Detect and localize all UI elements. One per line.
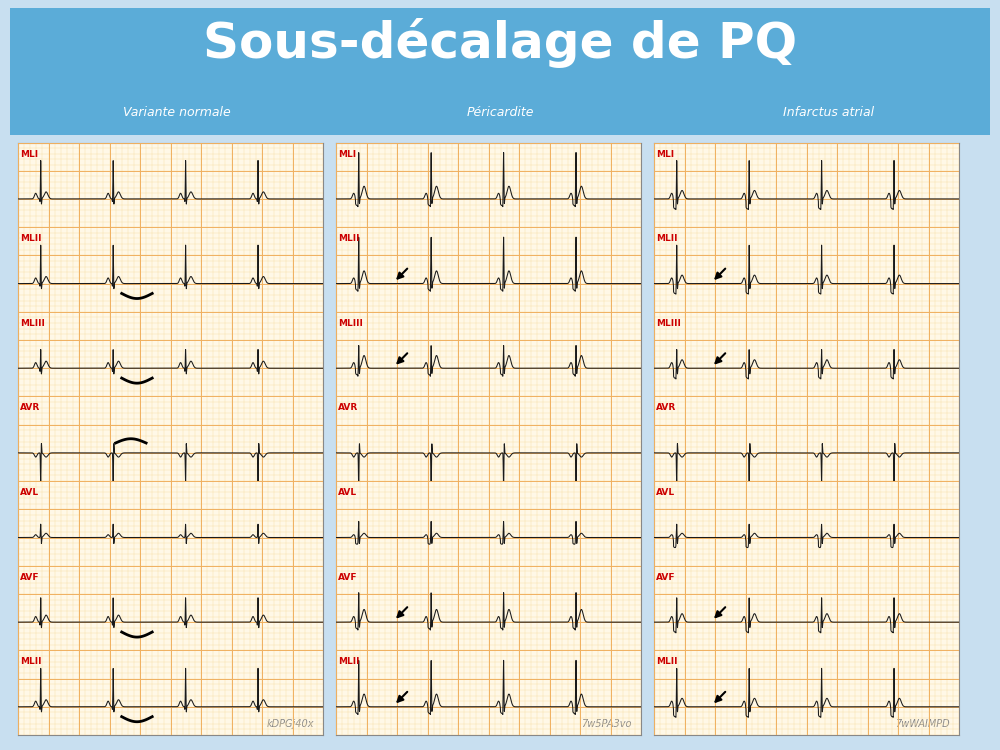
Text: MLIII: MLIII xyxy=(656,319,681,328)
Text: AVL: AVL xyxy=(656,488,676,497)
Text: MLII: MLII xyxy=(20,234,42,243)
Text: MLIII: MLIII xyxy=(20,319,45,328)
FancyBboxPatch shape xyxy=(0,5,1000,137)
Text: Péricardite: Péricardite xyxy=(466,106,534,118)
Text: kDPGj40x: kDPGj40x xyxy=(266,719,314,729)
Text: 7w5PA3vo: 7w5PA3vo xyxy=(581,719,632,729)
Text: AVL: AVL xyxy=(20,488,40,497)
Text: AVR: AVR xyxy=(338,404,359,412)
Text: AVR: AVR xyxy=(20,404,41,412)
Text: Variante normale: Variante normale xyxy=(123,106,230,118)
Text: Sous-décalage de PQ: Sous-décalage de PQ xyxy=(203,18,797,68)
Text: Infarctus atrial: Infarctus atrial xyxy=(783,106,874,118)
Text: MLII: MLII xyxy=(20,658,42,667)
Text: AVF: AVF xyxy=(338,573,358,582)
Text: AVL: AVL xyxy=(338,488,358,497)
Text: AVF: AVF xyxy=(656,573,676,582)
Text: MLII: MLII xyxy=(656,234,678,243)
Text: 7wWAIMPD: 7wWAIMPD xyxy=(895,719,950,729)
Text: MLIII: MLIII xyxy=(338,319,363,328)
Text: MLII: MLII xyxy=(656,658,678,667)
Text: MLI: MLI xyxy=(338,149,357,158)
Text: AVF: AVF xyxy=(20,573,40,582)
Text: AVR: AVR xyxy=(656,404,677,412)
Text: MLI: MLI xyxy=(656,149,675,158)
Text: MLI: MLI xyxy=(20,149,39,158)
Text: MLII: MLII xyxy=(338,234,360,243)
Text: MLII: MLII xyxy=(338,658,360,667)
